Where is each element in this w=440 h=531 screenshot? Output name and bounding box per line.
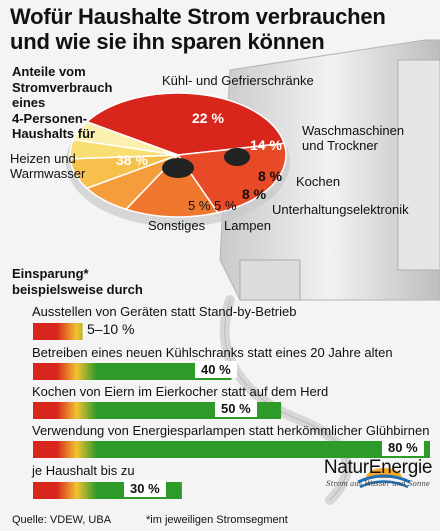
pie-label-line: Heizen und [10,151,76,166]
pie-slice-1 [176,142,287,214]
pie-label-kuehl: Kühl- und Gefrierschränke [162,73,314,88]
pie-intro-line: Stromverbrauch [12,79,113,95]
title-line-2: und wie sie ihn sparen können [10,29,325,54]
pie-intro-line: 4-Personen- [12,110,88,126]
pie-label-kochen: Kochen [296,174,340,189]
pie-value-wasch: 14 % [250,137,282,153]
savings-label: Verwendung von Energiesparlampen statt h… [32,423,430,438]
pie-label-wasch: Waschmaschinen und Trockner [302,123,404,153]
savings-label: Ausstellen von Geräten statt Stand-by-Be… [32,304,297,319]
footnote: *im jeweiligen Stromsegment [146,514,288,526]
pie-value-sonstiges: 5 % [188,198,211,213]
pie-intro-line: Anteile vom [12,64,86,79]
logo-tagline: Strom aus Wasser und Sonne [325,480,431,488]
savings-value: 5–10 % [87,321,135,337]
pie-label-line: Kochen [296,174,341,189]
power-strip-body [219,39,440,301]
socket-hole-left [162,158,194,178]
savings-heading: Einsparung* beispielsweise durch [12,266,212,297]
power-strip-end [397,59,440,271]
pie-intro-line: eines [12,95,46,110]
savings-label: je Haushalt bis zu [32,463,135,478]
pie-label-line: Sonstiges [148,218,206,233]
savings-value: 30 % [124,480,166,497]
savings-value: 50 % [215,400,257,417]
pie-label-heizen: Heizen und Warmwasser [10,151,85,181]
title-line-1: Wofür Haushalte Strom verbrauchen [10,4,386,29]
pie-value-kochen: 8 % [258,168,283,184]
pie-label-lampen: Lampen [224,218,271,233]
savings-label: Kochen von Eiern im Eierkocher statt auf… [32,384,329,399]
pie-label-line: Unterhaltungselektronik [272,202,409,217]
savings-bar-3 [33,441,430,458]
pie-intro-line: Haushalts für [12,126,96,141]
pie-value-unterhaltung: 8 % [242,186,267,202]
savings-heading-line: beispielsweise durch [12,281,143,297]
pie-value-kuehl: 22 % [192,110,224,126]
socket-hole-right [224,148,250,166]
pie-label-line: Waschmaschinen [302,123,405,138]
naturenergie-logo-mark [357,468,411,489]
pie-label-sonstiges: Sonstiges [148,218,205,233]
pie-value-lampen: 5 % [214,198,237,213]
logo-name: NaturEnergie [323,457,433,478]
savings-heading-line: Einsparung* [12,266,89,281]
pie-slice-2 [124,153,220,218]
pie-label-unterhaltung: Unterhaltungselektronik [272,202,409,217]
pie-label-line: und Trockner [302,138,378,153]
pie-label-line: Lampen [224,218,271,233]
source-note: Quelle: VDEW, UBA [12,514,112,526]
pie-label-line: Kühl- und Gefrierschränke [162,73,314,88]
pie-label-line: Warmwasser [10,166,86,181]
savings-value: 80 % [382,439,424,456]
pie-chart [69,92,287,218]
savings-label: Betreiben eines neuen Kühlschranks statt… [32,345,393,360]
naturenergie-logo: NaturEnergie Strom aus Wasser und Sonne [318,457,438,489]
page-title: Wofür Haushalte Strom verbrauchen und wi… [10,4,438,54]
pie-slice-6 [72,120,179,156]
pie-value-heizen: 38 % [116,152,148,168]
savings-bar-1 [33,363,232,380]
savings-bar-0 [33,323,83,340]
savings-value: 40 % [195,361,237,378]
pie-intro: Anteile vom Stromverbrauch eines 4-Perso… [12,64,152,142]
